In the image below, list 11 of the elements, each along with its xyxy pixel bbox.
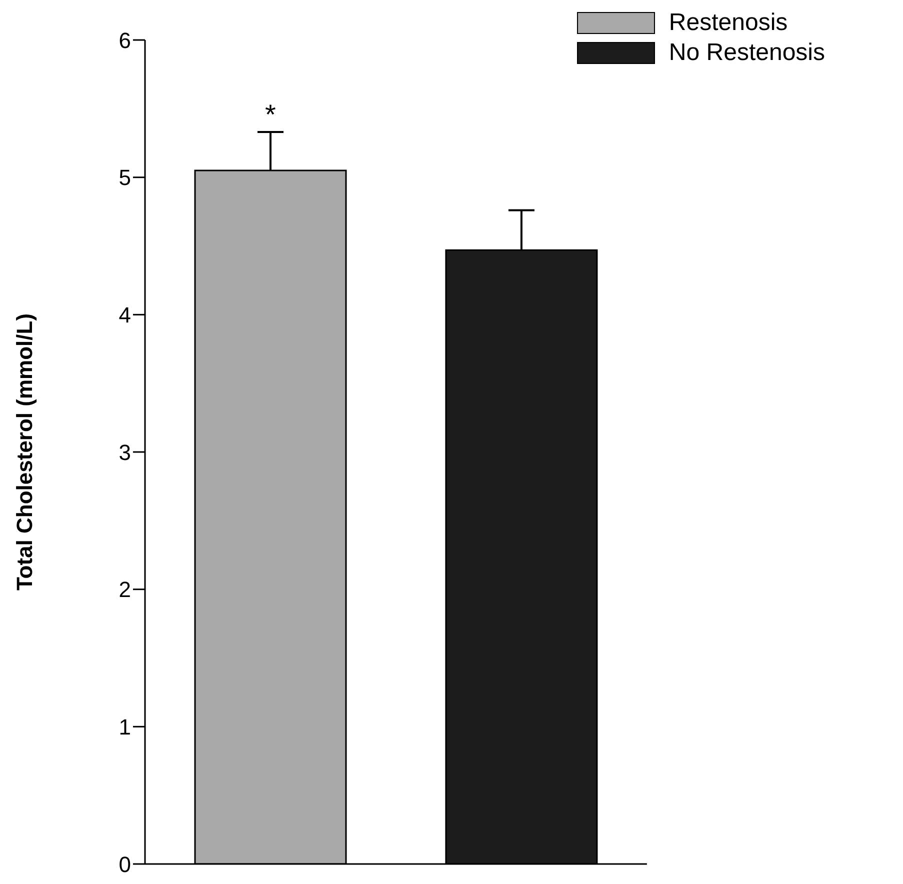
- y-tick-label: 3: [118, 440, 131, 465]
- legend-label: Restenosis: [668, 9, 788, 37]
- y-tick-label: 2: [118, 577, 131, 602]
- y-tick-label: 6: [118, 28, 131, 53]
- y-axis-title: Total Cholesterol (mmol/L): [12, 313, 37, 591]
- y-tick-label: 1: [118, 714, 131, 740]
- legend-label: No Restenosis: [668, 39, 825, 67]
- y-tick-label: 5: [118, 165, 131, 190]
- y-tick-label: 4: [118, 302, 131, 328]
- y-tick-label: 0: [118, 852, 131, 877]
- annotation: *: [265, 99, 276, 130]
